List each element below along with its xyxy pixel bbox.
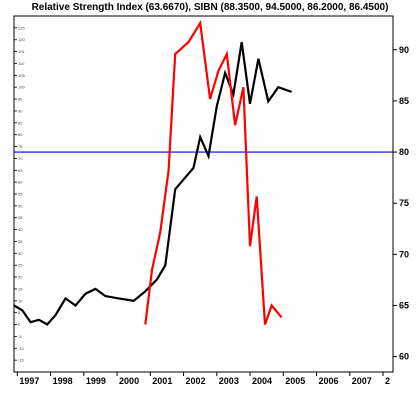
left-tick-label: 65 bbox=[18, 168, 23, 173]
left-tick-label: 55 bbox=[18, 192, 23, 197]
x-tick-label: 2002 bbox=[186, 376, 206, 386]
x-axis: 1997 1998 1999 2000 2001 2002 2003 2004 2005 2006… bbox=[16, 372, 390, 386]
x-tick-label: 2000 bbox=[119, 376, 139, 386]
right-tick-label: 80 bbox=[399, 147, 409, 157]
left-tick-label: 50 bbox=[18, 203, 23, 208]
left-tick-label: 35 bbox=[18, 239, 23, 244]
left-tick-label: 25 bbox=[18, 263, 23, 268]
left-tick-label: 100 bbox=[18, 85, 25, 90]
x-tick-label: 1997 bbox=[19, 376, 39, 386]
left-tick-label: 10 bbox=[18, 298, 23, 303]
right-axis: 60 65 70 75 80 85 90 bbox=[393, 45, 409, 362]
left-tick-label: 20 bbox=[18, 275, 23, 280]
x-tick-label: 2003 bbox=[219, 376, 239, 386]
left-tick-label: 45 bbox=[18, 215, 23, 220]
left-tick-label: 30 bbox=[18, 251, 23, 256]
x-tick-label: 2006 bbox=[319, 376, 339, 386]
left-tick-label: 70 bbox=[18, 156, 23, 161]
right-tick-label: 60 bbox=[399, 352, 409, 362]
right-tick-label: 75 bbox=[399, 198, 409, 208]
left-tick-label: 85 bbox=[18, 120, 23, 125]
left-tick-label: 90 bbox=[18, 108, 23, 113]
left-tick-label: 105 bbox=[18, 73, 25, 78]
left-tick-label: -5 bbox=[18, 334, 22, 339]
left-tick-label: 0 bbox=[18, 322, 21, 327]
right-tick-label: 90 bbox=[399, 45, 409, 55]
plot-border bbox=[13, 15, 394, 373]
left-tick-label: 120 bbox=[18, 37, 25, 42]
x-tick-label: 2 bbox=[385, 376, 390, 386]
x-tick-label: 2005 bbox=[285, 376, 305, 386]
left-tick-label: 80 bbox=[18, 132, 23, 137]
left-tick-label: 75 bbox=[18, 144, 23, 149]
x-tick-label: 2004 bbox=[252, 376, 272, 386]
left-tick-label: 110 bbox=[18, 61, 25, 66]
x-tick-label: 1998 bbox=[53, 376, 73, 386]
left-tick-label: 5 bbox=[18, 310, 21, 315]
right-tick-label: 65 bbox=[399, 301, 409, 311]
plot-frame bbox=[13, 15, 394, 373]
right-tick-label: 85 bbox=[399, 96, 409, 106]
chart-title: Relative Strength Index (63.6670), SIBN … bbox=[31, 2, 389, 13]
x-tick-label: 2007 bbox=[352, 376, 372, 386]
left-tick-label: 125 bbox=[18, 25, 25, 30]
x-tick-label: 2001 bbox=[152, 376, 172, 386]
left-tick-label: 40 bbox=[18, 227, 23, 232]
left-axis: 1251201151101051009590858075706560555045… bbox=[14, 25, 25, 363]
x-tick-label: 1999 bbox=[86, 376, 106, 386]
left-tick-label: -10 bbox=[18, 346, 25, 351]
right-tick-label: 70 bbox=[399, 249, 409, 259]
series-line-red bbox=[144, 19, 283, 325]
series-line-black bbox=[13, 41, 292, 326]
left-tick-label: -15 bbox=[18, 358, 25, 363]
left-tick-label: 15 bbox=[18, 286, 23, 291]
left-tick-label: 60 bbox=[18, 180, 23, 185]
left-tick-label: 115 bbox=[18, 49, 25, 54]
left-tick-label: 95 bbox=[18, 97, 23, 102]
series-group bbox=[13, 19, 292, 326]
